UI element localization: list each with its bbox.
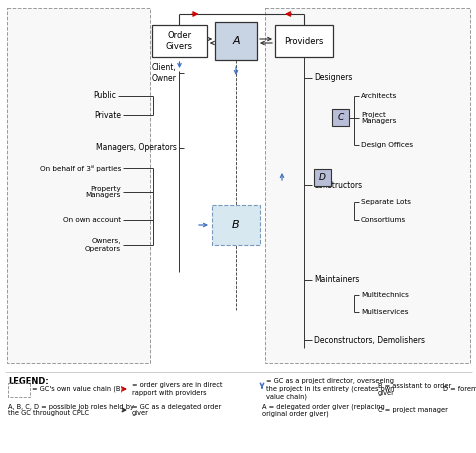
Text: B = assistant to order
giver: B = assistant to order giver: [377, 382, 450, 395]
Text: Maintainers: Maintainers: [313, 275, 358, 284]
Text: Managers, Operators: Managers, Operators: [95, 144, 176, 153]
Text: Design Offices: Design Offices: [360, 142, 412, 148]
Bar: [313, 169, 330, 186]
Text: On behalf of 3ᴽ parties: On behalf of 3ᴽ parties: [40, 164, 121, 172]
Text: Architects: Architects: [360, 93, 397, 99]
Text: Designers: Designers: [313, 73, 352, 82]
Text: Private: Private: [94, 111, 121, 120]
Bar: [7, 8, 149, 363]
Text: Owners,
Operators: Owners, Operators: [85, 238, 121, 251]
Text: = GC's own value chain (B): = GC's own value chain (B): [32, 386, 123, 392]
Text: Providers: Providers: [284, 37, 323, 45]
Bar: [211, 205, 259, 245]
Bar: [215, 22, 257, 60]
Text: A, B, C, D = possible job roles held by
the GC throughout CPLC: A, B, C, D = possible job roles held by …: [8, 404, 134, 416]
Text: Constructors: Constructors: [313, 180, 362, 189]
Text: D = foreman: D = foreman: [442, 386, 476, 392]
Text: Multiservices: Multiservices: [360, 309, 407, 315]
Text: A: A: [232, 36, 239, 46]
Text: Separate Lots: Separate Lots: [360, 199, 410, 205]
Text: Order
Givers: Order Givers: [166, 31, 193, 51]
Text: A = delegated order giver (replacing
original order giver): A = delegated order giver (replacing ori…: [261, 403, 384, 417]
Text: C = project manager: C = project manager: [377, 407, 447, 413]
Text: B: B: [232, 220, 239, 230]
Text: = order givers are in direct
rapport with providers: = order givers are in direct rapport wit…: [132, 382, 222, 395]
Text: C: C: [337, 113, 343, 122]
Text: Client,
Owner: Client, Owner: [151, 63, 176, 83]
Text: LEGEND:: LEGEND:: [8, 377, 49, 386]
Text: Deconstructors, Demolishers: Deconstructors, Demolishers: [313, 336, 424, 344]
Text: = GC as a project director, overseeing
the project in its entirety (creates own
: = GC as a project director, overseeing t…: [266, 379, 394, 400]
Text: Public: Public: [93, 92, 116, 101]
Text: Project
Managers: Project Managers: [360, 111, 396, 125]
Text: On own account: On own account: [63, 217, 121, 223]
Bar: [152, 25, 207, 57]
Text: D: D: [318, 173, 325, 182]
Bar: [275, 25, 332, 57]
Text: Multitechnics: Multitechnics: [360, 292, 408, 298]
Bar: [331, 109, 348, 126]
Bar: [8, 383, 30, 397]
Text: = GC as a delegated order
giver: = GC as a delegated order giver: [132, 404, 221, 416]
Text: Property
Managers: Property Managers: [86, 185, 121, 198]
Text: Consortiums: Consortiums: [360, 217, 406, 223]
Bar: [265, 8, 469, 363]
